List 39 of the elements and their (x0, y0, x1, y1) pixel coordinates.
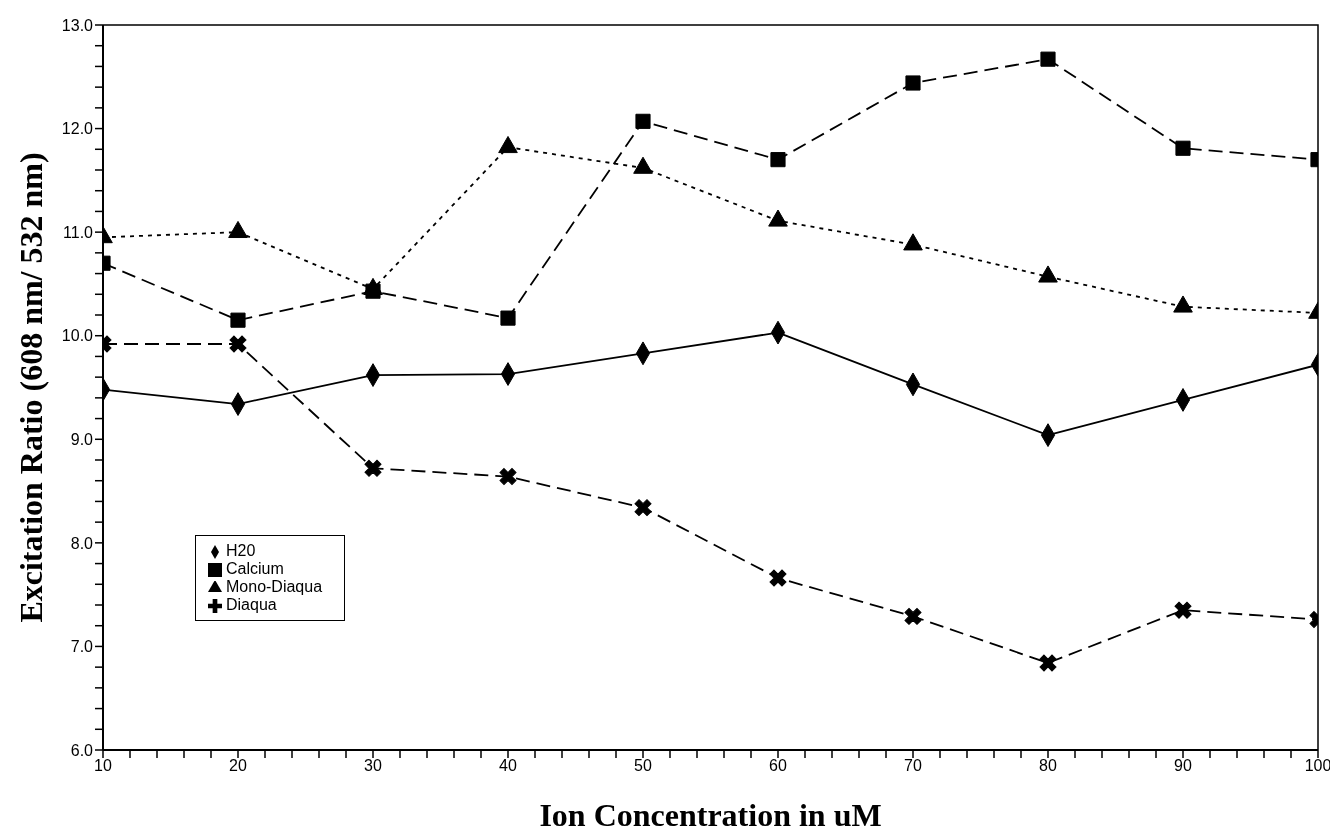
point (500, 310, 516, 326)
point (634, 499, 652, 517)
point (229, 335, 247, 353)
x-tick-label: 80 (1039, 757, 1057, 775)
x-tick-label: 60 (769, 757, 787, 775)
x-tick-label: 40 (499, 757, 517, 775)
y-tick-label: 9.0 (70, 430, 94, 448)
x-axis-title: Ion Concentration in uM (539, 797, 882, 833)
point (1175, 140, 1191, 156)
x-tick-label: 10 (94, 757, 112, 775)
y-tick-label: 7.0 (70, 638, 94, 656)
y-tick-label: 6.0 (70, 741, 94, 759)
y-tick-label: 12.0 (61, 120, 94, 138)
x-tick-label: 50 (634, 757, 652, 775)
point (1040, 51, 1056, 67)
legend-label: Mono-Diaqua (226, 578, 323, 595)
legend-label: Calcium (226, 560, 284, 577)
x-tick-label: 20 (229, 757, 247, 775)
point (499, 468, 517, 486)
y-tick-label: 11.0 (63, 223, 94, 241)
legend-label: H20 (226, 542, 256, 559)
point (770, 152, 786, 168)
legend-label: Diaqua (226, 596, 277, 613)
point (230, 312, 246, 328)
point (904, 607, 922, 625)
x-tick-label: 100 (1304, 757, 1332, 775)
y-tick-label: 10.0 (61, 327, 94, 345)
point (905, 75, 921, 91)
point (635, 113, 651, 129)
x-tick-label: 30 (364, 757, 382, 775)
point (364, 459, 382, 477)
y-axis-title: Excitation Ratio (608 nm/ 532 nm) (13, 152, 49, 623)
y-tick-label: 8.0 (70, 534, 94, 552)
x-tick-label: 70 (904, 757, 922, 775)
point (769, 569, 787, 587)
point (1039, 654, 1057, 672)
point (1174, 601, 1192, 619)
y-tick-label: 13.0 (61, 16, 94, 34)
x-tick-label: 90 (1174, 757, 1192, 775)
